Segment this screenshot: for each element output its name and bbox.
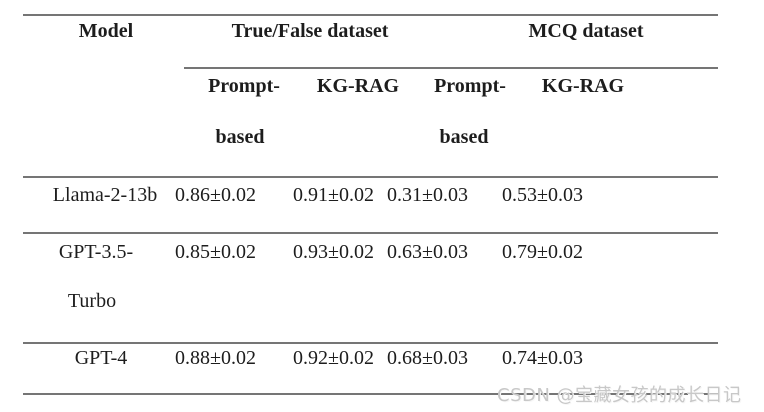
table-cell-gpt35-mcq-kgrag: 0.79±0.02 bbox=[502, 241, 583, 263]
table-cell-gpt35-tf-prompt: 0.85±0.02 bbox=[175, 241, 256, 263]
csdn-watermark: CSDN @宝藏女孩的成长日记 bbox=[497, 385, 742, 406]
subheader-tf-kg-rag: KG-RAG bbox=[316, 75, 400, 97]
table-cell-llama-mcq-prompt: 0.31±0.03 bbox=[387, 184, 468, 206]
row-gpt-3-5-turbo-model-name-line2: Turbo bbox=[67, 290, 117, 312]
row-llama-2-13b-model-name: Llama-2-13b bbox=[52, 184, 158, 206]
table-cell-llama-tf-prompt: 0.86±0.02 bbox=[175, 184, 256, 206]
group-header-true-false-dataset: True/False dataset bbox=[231, 20, 389, 42]
row-gpt-3-5-turbo-model-name-line1: GPT-3.5- bbox=[58, 241, 134, 263]
table-rule-bottom bbox=[23, 393, 718, 395]
table-rule-row2-bottom bbox=[23, 342, 718, 344]
subheader-mcq-prompt-based-line1: Prompt- bbox=[434, 75, 506, 97]
table-cell-gpt35-tf-kgrag: 0.93±0.02 bbox=[293, 241, 374, 263]
subheader-mcq-kg-rag: KG-RAG bbox=[541, 75, 625, 97]
table-cell-gpt4-mcq-kgrag: 0.74±0.03 bbox=[502, 347, 583, 369]
table-cell-llama-mcq-kgrag: 0.53±0.03 bbox=[502, 184, 583, 206]
table-cell-gpt35-mcq-prompt: 0.63±0.03 bbox=[387, 241, 468, 263]
table-cell-llama-tf-kgrag: 0.91±0.02 bbox=[293, 184, 374, 206]
row-gpt-4-model-name: GPT-4 bbox=[74, 347, 128, 369]
table-rule-top bbox=[23, 14, 718, 16]
table-rule-header-bottom bbox=[23, 176, 718, 178]
group-header-mcq-dataset: MCQ dataset bbox=[528, 20, 644, 42]
table-cell-gpt4-mcq-prompt: 0.68±0.03 bbox=[387, 347, 468, 369]
subheader-tf-prompt-based-line1: Prompt- bbox=[208, 75, 280, 97]
table-rule-row1-bottom bbox=[23, 232, 718, 234]
table-cell-gpt4-tf-prompt: 0.88±0.02 bbox=[175, 347, 256, 369]
column-header-model: Model bbox=[78, 20, 134, 42]
subheader-mcq-prompt-based-line2: based bbox=[439, 126, 489, 148]
table-rule-subheader bbox=[184, 67, 718, 69]
subheader-tf-prompt-based-line2: based bbox=[215, 126, 265, 148]
table-cell-gpt4-tf-kgrag: 0.92±0.02 bbox=[293, 347, 374, 369]
